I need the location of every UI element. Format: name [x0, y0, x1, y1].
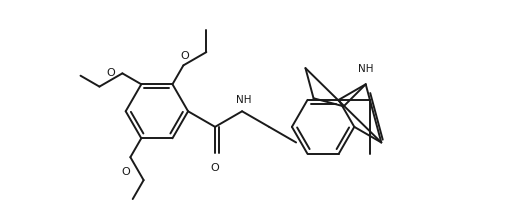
Text: O: O	[106, 68, 115, 78]
Text: O: O	[211, 163, 220, 173]
Text: NH: NH	[358, 64, 374, 74]
Text: O: O	[180, 51, 190, 61]
Text: O: O	[122, 167, 130, 177]
Text: NH: NH	[236, 95, 251, 105]
